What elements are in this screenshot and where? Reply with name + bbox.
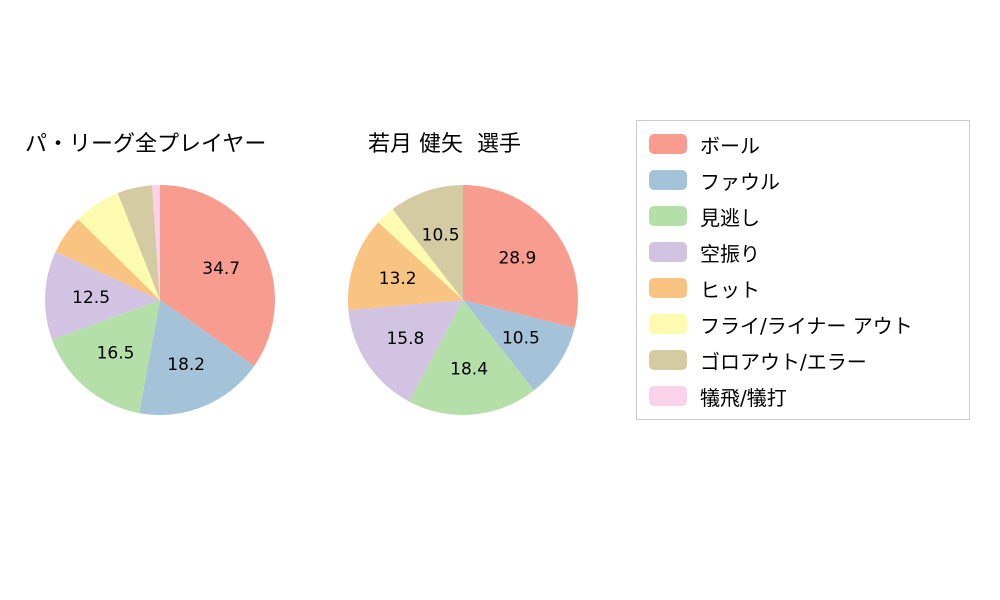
legend-item-label: 犠飛/犠打 <box>700 385 787 410</box>
legend-item-label: 見逃し <box>700 205 760 230</box>
legend-item: 空振り <box>649 234 969 270</box>
pie-chart-right: 28.9 10.5 18.4 15.8 13.2 10.5 <box>348 185 578 415</box>
legend-item-label: ボール <box>700 133 760 158</box>
legend-item: 犠飛/犠打 <box>649 378 969 414</box>
pie-slice-label: 13.2 <box>379 269 417 289</box>
pie-slice-6 <box>117 185 160 300</box>
legend-swatch <box>649 314 687 334</box>
legend-item: フライ/ライナー アウト <box>649 306 969 342</box>
legend-item: ボール <box>649 126 969 162</box>
legend-swatch <box>649 206 687 226</box>
legend-item-label: ヒット <box>700 277 760 302</box>
pie-slice-label: 18.2 <box>167 355 205 375</box>
pie-slice-5 <box>78 193 160 300</box>
pie-slice-label: 15.8 <box>386 329 424 349</box>
pie-slice-4 <box>55 219 160 300</box>
pie-slice-1 <box>139 300 255 415</box>
pie-slice-1 <box>463 300 575 391</box>
pie-slice-2 <box>408 300 535 415</box>
pie-slice-label: 16.5 <box>97 344 135 364</box>
pie-slice-label: 10.5 <box>502 329 540 349</box>
legend-box: ボールファウル見逃し空振りヒットフライ/ライナー アウト ゴロアウト/エラー 犠飛/… <box>636 120 970 420</box>
pie-slice-3 <box>45 251 160 340</box>
pie-title-right: 若月 健矢 選手 <box>368 132 521 157</box>
pie-slice-3 <box>348 300 463 402</box>
legend-item-label: フライ/ライナー アウト <box>700 313 913 338</box>
legend-item: ファウル <box>649 162 969 198</box>
pie-slice-7 <box>152 185 160 300</box>
pie-slice-label: 28.9 <box>498 249 536 269</box>
pie-slice-5 <box>378 209 463 300</box>
legend-swatch <box>649 242 687 262</box>
legend-swatch <box>649 278 687 298</box>
legend-swatch <box>649 170 687 190</box>
legend-item: 見逃し <box>649 198 969 234</box>
pie-title-left: パ・リーグ全プレイヤー <box>25 132 267 157</box>
legend-item-label: ゴロアウト/エラー <box>700 349 867 374</box>
pie-slice-0 <box>463 185 578 328</box>
pie-slice-label: 34.7 <box>202 259 240 279</box>
pie-slice-label: 12.5 <box>72 288 110 308</box>
legend-item-label: 空振り <box>700 241 760 266</box>
legend-item-label: ファウル <box>700 169 780 194</box>
legend-item: ゴロアウト/エラー <box>649 342 969 378</box>
pie-slice-2 <box>52 300 160 414</box>
pie-chart-left: 34.7 18.2 16.5 12.5 <box>45 185 275 415</box>
pie-slice-6 <box>392 185 463 300</box>
pie-slice-label: 10.5 <box>422 226 460 246</box>
legend-item: ヒット <box>649 270 969 306</box>
legend-swatch <box>649 134 687 154</box>
pie-slice-0 <box>160 185 275 366</box>
pie-slice-4 <box>348 222 463 311</box>
pie-slice-label: 18.4 <box>450 360 488 380</box>
legend-swatch <box>649 386 687 406</box>
legend-swatch <box>649 350 687 370</box>
